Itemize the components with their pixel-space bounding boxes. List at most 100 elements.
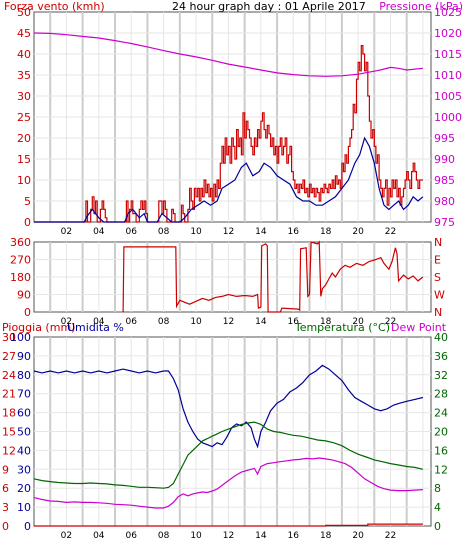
temperature-grid — [34, 337, 431, 526]
x-tick-label: 14 — [255, 227, 267, 237]
rain-y-tick-label: 12 — [2, 444, 16, 457]
wind-y-tick-label: 25 — [17, 111, 31, 124]
dewpoint-series — [33, 457, 423, 509]
compass-label: N — [434, 306, 442, 319]
x-tick-label: 22 — [385, 531, 396, 541]
compass-label: N — [434, 236, 442, 249]
temperature-y-tick-label: 20 — [434, 426, 448, 439]
pressure-y-tick-label: 1015 — [434, 48, 462, 61]
x-tick-label: 14 — [255, 317, 267, 327]
temperature-y-tick-label: 32 — [434, 369, 448, 382]
x-tick-label: 02 — [61, 317, 72, 327]
wind-gust-series — [34, 45, 423, 223]
temperature-y-tick-label: 36 — [434, 350, 448, 363]
pressure-y-tick-label: 1020 — [434, 27, 462, 40]
humidity-y-tick-label: 50 — [17, 426, 31, 439]
rain-y-tick-label: 18 — [2, 407, 16, 420]
humidity-y-tick-label: 0 — [24, 520, 31, 533]
x-tick-label: 06 — [125, 317, 137, 327]
x-tick-label: 02 — [61, 227, 72, 237]
wind-average-series — [34, 136, 424, 223]
wind-panel: 02 04 06 08 10 12 14 16 18 20 22051015202530354045… — [4, 0, 463, 237]
wind-y-tick-label: 5 — [24, 195, 31, 208]
compass-label: W — [434, 289, 445, 302]
wind-y-tick-label: 15 — [17, 153, 31, 166]
x-tick-label: 12 — [223, 531, 234, 541]
x-tick-label: 22 — [385, 317, 396, 327]
x-tick-label: 20 — [352, 317, 364, 327]
x-tick-label: 16 — [288, 531, 300, 541]
x-tick-label: 04 — [93, 531, 105, 541]
x-tick-label: 18 — [320, 531, 332, 541]
wind-y-tick-label: 35 — [17, 69, 31, 82]
temperature-y-tick-label: 12 — [434, 463, 448, 476]
x-tick-label: 10 — [190, 227, 202, 237]
pressure-y-tick-label: 1025 — [434, 6, 462, 19]
humidity-y-tick-label: 30 — [17, 463, 31, 476]
x-tick-label: 16 — [288, 317, 300, 327]
pressure-ylabel: Pressione (kPa) — [379, 0, 463, 13]
humidity-series — [33, 364, 424, 449]
x-tick-label: 02 — [61, 531, 72, 541]
x-tick-label: 08 — [158, 531, 170, 541]
pressure-y-tick-label: 980 — [434, 195, 455, 208]
pressure-y-tick-label: 1000 — [434, 111, 462, 124]
wind-y-tick-label: 10 — [17, 174, 31, 187]
compass-label: S — [434, 271, 441, 284]
humidity-y-tick-label: 70 — [17, 388, 31, 401]
temperature-y-tick-label: 4 — [434, 501, 441, 514]
wind-y-tick-label: 30 — [17, 90, 31, 103]
direction-y-tick-label: 270 — [10, 254, 31, 267]
humidity-y-tick-label: 20 — [17, 482, 31, 495]
rain-series — [34, 523, 423, 527]
humidity-y-tick-label: 90 — [17, 350, 31, 363]
direction-y-tick-label: 0 — [24, 306, 31, 319]
humidity-y-tick-label: 100 — [10, 331, 31, 344]
rain-y-tick-label: 15 — [2, 426, 16, 439]
compass-label: E — [434, 254, 441, 267]
x-tick-label: 08 — [158, 317, 170, 327]
x-tick-label: 04 — [93, 227, 105, 237]
wind-y-tick-label: 0 — [24, 216, 31, 229]
rain-y-tick-label: 0 — [2, 520, 9, 533]
temperature-panel: 02 04 06 08 10 12 14 16 18 20 22036912151821242730… — [2, 321, 448, 541]
x-tick-label: 22 — [385, 227, 396, 237]
humidity-y-tick-label: 80 — [17, 369, 31, 382]
x-tick-label: 10 — [190, 317, 202, 327]
temperature-y-tick-label: 16 — [434, 444, 448, 457]
humidity-y-tick-label: 10 — [17, 501, 31, 514]
rain-y-tick-label: 30 — [2, 331, 16, 344]
x-tick-label: 12 — [223, 317, 234, 327]
dewpoint-ylabel: Dew Point — [391, 321, 447, 334]
wind-y-tick-label: 50 — [17, 6, 31, 19]
direction-y-tick-label: 90 — [17, 289, 31, 302]
rain-y-tick-label: 21 — [2, 388, 16, 401]
direction-series — [122, 240, 424, 313]
temperature-y-tick-label: 28 — [434, 388, 448, 401]
chart-title: 24 hour graph day : 01 Aprile 2017 — [172, 0, 366, 13]
x-tick-label: 06 — [125, 227, 137, 237]
direction-y-tick-label: 180 — [10, 271, 31, 284]
rain-y-tick-label: 27 — [2, 350, 16, 363]
wind-axes: 02 04 06 08 10 12 14 16 18 20 22051015202530354045… — [17, 6, 462, 237]
pressure-y-tick-label: 995 — [434, 132, 455, 145]
pressure-y-tick-label: 1005 — [434, 90, 462, 103]
rain-y-tick-label: 3 — [2, 501, 9, 514]
x-tick-label: 18 — [320, 317, 332, 327]
humidity-ylabel: Umidita % — [67, 321, 124, 334]
humidity-y-tick-label: 40 — [17, 444, 31, 457]
wind-y-tick-label: 40 — [17, 48, 31, 61]
rain-ylabel: Pioggia (mm) — [2, 321, 75, 334]
pressure-y-tick-label: 1010 — [434, 69, 462, 82]
wind-ylabel: Forza vento (kmh) — [4, 0, 105, 13]
x-tick-label: 20 — [352, 531, 364, 541]
wind-series — [33, 32, 424, 223]
x-tick-label: 08 — [158, 227, 170, 237]
pressure-y-tick-label: 985 — [434, 174, 455, 187]
direction-y-tick-label: 360 — [10, 236, 31, 249]
temperature-y-tick-label: 0 — [434, 520, 441, 533]
pressure-series — [33, 32, 423, 77]
